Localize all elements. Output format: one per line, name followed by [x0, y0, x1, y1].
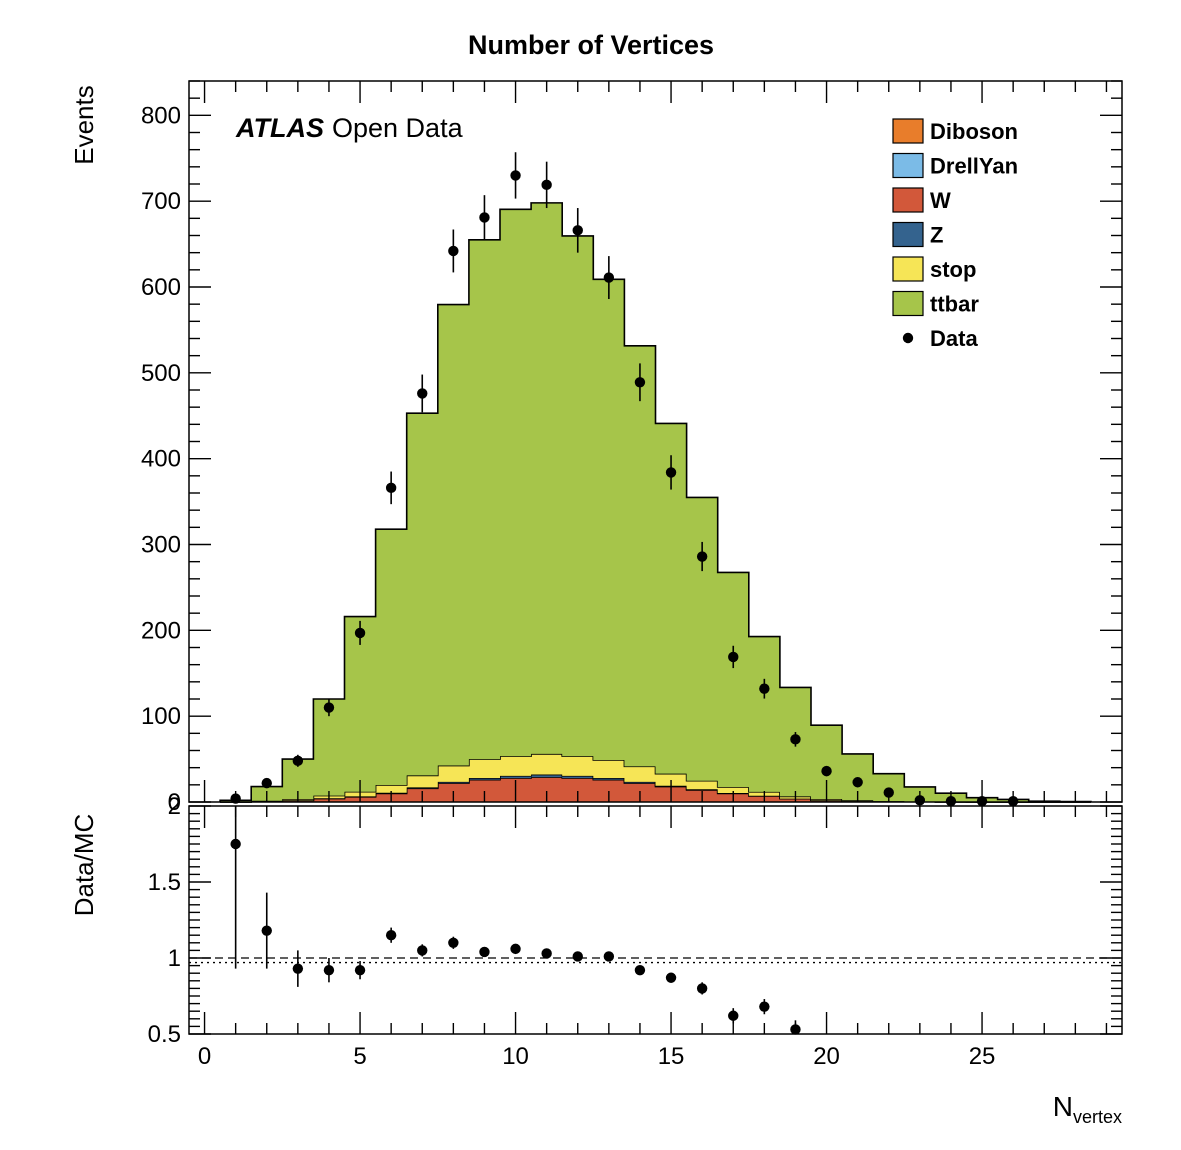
legend-swatch-w: [892, 187, 924, 213]
ratio-y-tick-label: 1: [168, 945, 181, 972]
ratio-point: [292, 963, 304, 974]
legend-label: DrellYan: [930, 154, 1018, 179]
x-tick-label: 10: [502, 1043, 529, 1070]
main-frame: [188, 80, 1123, 803]
x-tick-label: 5: [353, 1043, 366, 1070]
atlas-label-bold: ATLAS: [235, 113, 324, 143]
ratio-point: [385, 930, 397, 941]
data-point: [261, 777, 272, 789]
data-point: [292, 755, 304, 766]
legend-label: ttbar: [930, 292, 979, 317]
legend-label: W: [930, 188, 951, 213]
ratio-y-tick-label: 2: [168, 793, 181, 820]
y-tick-label: 100: [141, 703, 181, 730]
legend-swatch-stop: [892, 256, 924, 282]
ratio-point: [354, 964, 366, 976]
ratio-ticks: 0.511.520 5 10 15 20 25: [148, 793, 1122, 1070]
ratio-point: [417, 945, 428, 956]
x-axis-label-main: N: [1053, 1091, 1073, 1122]
x-tick-label: 0: [198, 1043, 211, 1070]
data-point: [385, 482, 397, 494]
y-axis-label-main: Events: [69, 85, 99, 165]
legend-swatch-ttbar: [892, 290, 924, 317]
ratio-point: [510, 943, 521, 955]
legend-swatch-drellyan: [892, 152, 924, 179]
legend-label: Diboson: [930, 119, 1018, 144]
x-tick-label: 20: [813, 1043, 840, 1070]
ratio-point: [696, 983, 708, 994]
x-axis-label: Nvertex: [1053, 1091, 1122, 1127]
data-point: [821, 765, 832, 777]
legend-label: Data: [930, 326, 978, 351]
data-point: [728, 651, 739, 663]
ratio-point: [230, 838, 241, 850]
ratio-point: [603, 951, 615, 962]
atlas-label-rest: Open Data: [332, 113, 464, 143]
data-point: [634, 377, 646, 388]
data-point: [354, 627, 366, 639]
y-tick-label: 500: [141, 360, 181, 387]
legend-marker-data: [902, 332, 914, 344]
ratio-frame: [188, 805, 1123, 1035]
y-tick-label: 700: [141, 188, 181, 215]
data-point: [479, 212, 490, 223]
y-tick-label: 400: [141, 446, 181, 473]
y-axis-label-ratio: Data/MC: [69, 814, 99, 917]
ratio-point: [665, 972, 677, 983]
ratio-points: [230, 806, 801, 1035]
x-tick-label: 25: [969, 1043, 996, 1070]
ratio-point: [323, 964, 335, 976]
x-axis-label-sub: vertex: [1073, 1107, 1122, 1127]
data-point: [696, 551, 708, 562]
y-tick-label: 200: [141, 617, 181, 644]
legend-label: Z: [930, 223, 943, 248]
y-tick-label: 0: [168, 789, 181, 816]
ratio-y-tick-label: 1.5: [148, 869, 181, 896]
atlas-label: ATLAS Open Data: [235, 113, 464, 143]
data-point: [603, 272, 615, 283]
data-point: [852, 777, 863, 788]
data-point: [323, 702, 335, 713]
data-point: [790, 734, 801, 745]
main-plot: 0 100 200 300 400 500 600 700 800: [141, 80, 1123, 816]
ratio-point: [448, 937, 459, 948]
main-ticks: 0 100 200 300 400 500 600 700 800: [141, 80, 1122, 816]
legend-swatch-diboson: [892, 118, 924, 144]
data-point: [665, 467, 677, 478]
ratio-point: [261, 925, 272, 936]
data-point: [759, 683, 770, 694]
data-point: [448, 245, 459, 257]
ratio-plot: 0.511.520 5 10 15 20 25: [148, 793, 1123, 1070]
x-tick-label: 15: [658, 1043, 685, 1070]
ratio-point: [759, 1001, 770, 1012]
y-tick-label: 600: [141, 274, 181, 301]
data-point: [572, 225, 583, 236]
data-point: [417, 388, 428, 399]
data-point: [541, 179, 552, 191]
legend-swatch-z: [892, 221, 924, 248]
y-tick-label: 800: [141, 102, 181, 129]
data-point: [510, 170, 521, 181]
ratio-point: [728, 1010, 739, 1021]
ratio-point: [634, 964, 646, 976]
ratio-point: [572, 951, 583, 962]
chart-title: Number of Vertices: [468, 30, 714, 60]
y-tick-label: 300: [141, 532, 181, 559]
ratio-y-tick-label: 0.5: [148, 1021, 181, 1048]
legend-label: stop: [930, 257, 976, 282]
ratio-point: [541, 948, 552, 959]
ratio-point: [479, 946, 490, 958]
